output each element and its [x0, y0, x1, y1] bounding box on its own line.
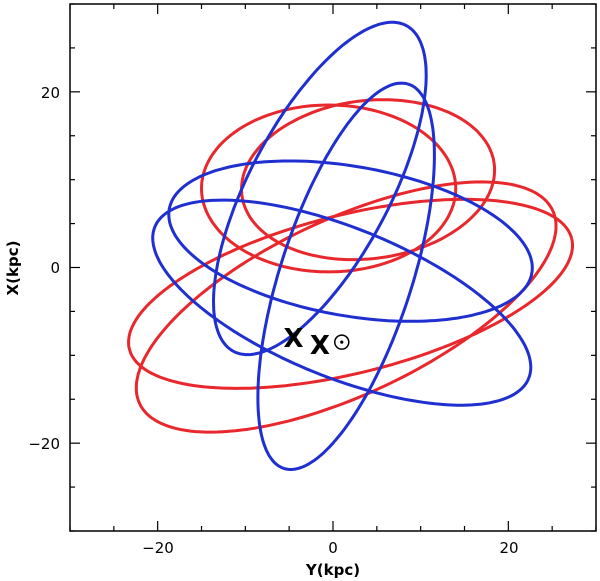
x-tick-label: 20 [499, 539, 518, 557]
blue-orbit-8 [256, 81, 436, 471]
red-orbit-4 [134, 180, 558, 434]
x-axis-label: Y(kpc) [305, 561, 360, 579]
sun-symbol-icon [334, 334, 350, 350]
x-tick-label: 0 [328, 539, 338, 557]
blue-orbit-5 [212, 20, 428, 357]
red-orbit-3 [127, 197, 574, 390]
red-orbit-1 [200, 103, 458, 274]
y-axis-label: X(kpc) [4, 241, 22, 296]
orbit-series [127, 20, 574, 471]
red-orbit-2 [240, 98, 497, 262]
blue-orbit-6 [167, 159, 534, 323]
axis-ticks [69, 3, 597, 532]
y-tick-label: 0 [50, 259, 60, 277]
blue-orbit-7 [151, 198, 533, 407]
x-marker-2: X [310, 331, 330, 361]
y-tick-label: −20 [28, 435, 60, 453]
tick-labels: −20 0 20 20 0 −20 [28, 84, 518, 557]
y-tick-label: 20 [41, 84, 60, 102]
x-tick-label: −20 [142, 539, 174, 557]
plot-frame [69, 3, 597, 532]
x-marker-1: X [284, 324, 304, 354]
